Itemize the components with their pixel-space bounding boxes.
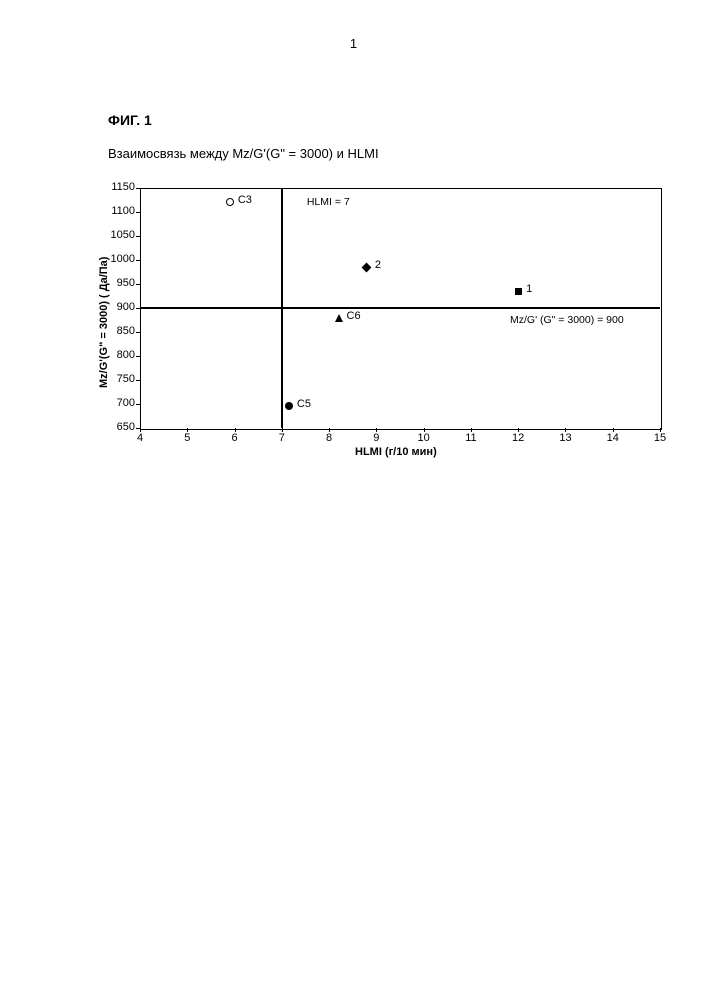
y-tick-label: 800 (105, 349, 135, 361)
x-tick-label: 13 (555, 432, 575, 444)
x-tick-label: 15 (650, 432, 670, 444)
y-tick-mark (136, 332, 140, 333)
x-tick-mark (329, 428, 330, 432)
x-axis-label: HLMI (г/10 мин) (355, 446, 437, 458)
x-tick-mark (613, 428, 614, 432)
scatter-chart: Mz/G'(G" = 3000) ( Да/Па) HLMI (г/10 мин… (80, 180, 660, 470)
page-number: 1 (0, 36, 707, 51)
y-tick-mark (136, 260, 140, 261)
page: 1 ФИГ. 1 Взаимосвязь между Mz/G'(G" = 30… (0, 0, 707, 1000)
x-tick-mark (660, 428, 661, 432)
data-point-label-C5: C5 (297, 398, 311, 410)
ref-line-horizontal (140, 307, 660, 309)
x-tick-mark (187, 428, 188, 432)
figure-label: ФИГ. 1 (108, 112, 152, 128)
x-tick-label: 14 (603, 432, 623, 444)
y-tick-mark (136, 188, 140, 189)
data-point-label-1: 1 (526, 283, 532, 295)
y-tick-label: 750 (105, 373, 135, 385)
data-point-C6 (335, 314, 343, 322)
x-tick-mark (282, 428, 283, 432)
y-tick-label: 1150 (105, 181, 135, 193)
ref-line-v-label: HLMI = 7 (307, 196, 350, 208)
x-tick-mark (471, 428, 472, 432)
ref-line-h-label: Mz/G' (G" = 3000) = 900 (510, 314, 624, 326)
x-tick-label: 12 (508, 432, 528, 444)
x-tick-label: 10 (414, 432, 434, 444)
x-tick-mark (235, 428, 236, 432)
x-tick-label: 6 (225, 432, 245, 444)
x-tick-label: 9 (366, 432, 386, 444)
x-tick-label: 4 (130, 432, 150, 444)
y-tick-mark (136, 284, 140, 285)
plot-area (140, 188, 662, 430)
x-tick-label: 11 (461, 432, 481, 444)
y-tick-mark (136, 212, 140, 213)
y-tick-label: 1000 (105, 253, 135, 265)
y-tick-label: 1100 (105, 205, 135, 217)
x-tick-mark (565, 428, 566, 432)
data-point-label-2: 2 (375, 259, 381, 271)
x-tick-label: 5 (177, 432, 197, 444)
data-point-label-C6: C6 (347, 310, 361, 322)
y-tick-label: 700 (105, 397, 135, 409)
x-tick-mark (424, 428, 425, 432)
y-tick-label: 900 (105, 301, 135, 313)
y-tick-label: 1050 (105, 229, 135, 241)
y-tick-mark (136, 404, 140, 405)
data-point-label-C3: C3 (238, 194, 252, 206)
y-tick-mark (136, 356, 140, 357)
figure-subtitle: Взаимосвязь между Mz/G'(G" = 3000) и HLM… (108, 146, 379, 161)
y-tick-mark (136, 236, 140, 237)
x-tick-label: 8 (319, 432, 339, 444)
x-tick-mark (518, 428, 519, 432)
y-tick-label: 850 (105, 325, 135, 337)
data-point-1 (515, 288, 522, 295)
x-tick-mark (140, 428, 141, 432)
y-tick-label: 950 (105, 277, 135, 289)
x-tick-label: 7 (272, 432, 292, 444)
y-tick-mark (136, 380, 140, 381)
x-tick-mark (376, 428, 377, 432)
